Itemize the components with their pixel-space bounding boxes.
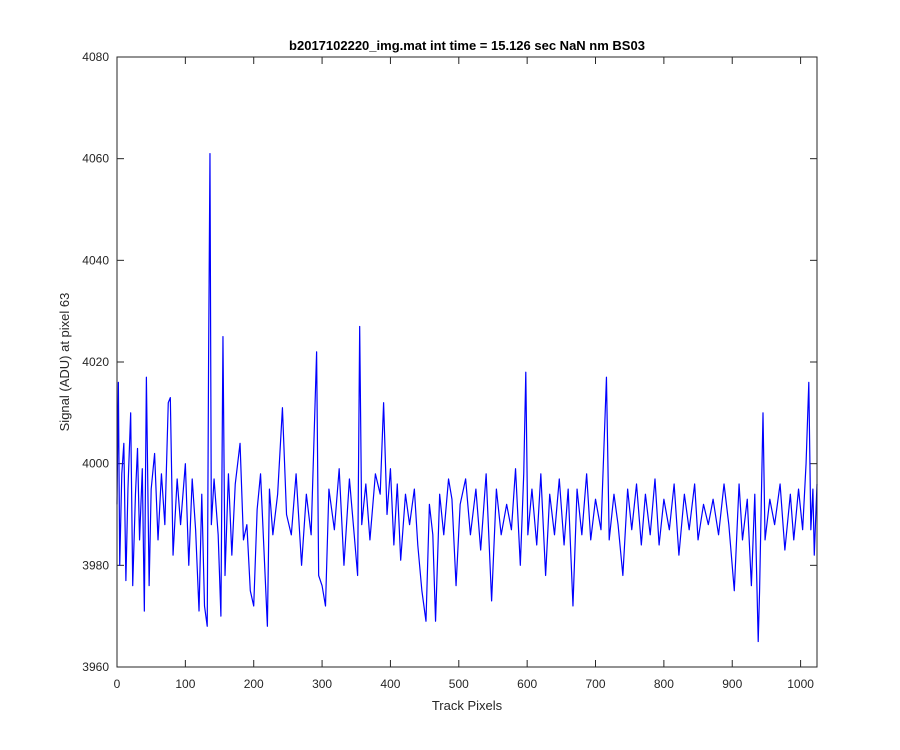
y-tick-label: 4040 bbox=[82, 253, 109, 267]
x-tick-label: 600 bbox=[517, 677, 537, 691]
y-tick-label: 3980 bbox=[82, 558, 109, 572]
chart-title: b2017102220_img.mat int time = 15.126 se… bbox=[289, 38, 645, 53]
y-tick-label: 4000 bbox=[82, 457, 109, 471]
x-axis-ticks: 0 100 200 300 400 500 600 700 800 900 1000 bbox=[114, 57, 814, 691]
series-line-0 bbox=[116, 152, 818, 643]
x-tick-label: 1000 bbox=[787, 677, 814, 691]
y-tick-label: 4020 bbox=[82, 355, 109, 369]
x-tick-label: 500 bbox=[449, 677, 469, 691]
x-axis-label: Track Pixels bbox=[432, 698, 503, 713]
x-tick-label: 100 bbox=[175, 677, 195, 691]
x-tick-label: 200 bbox=[244, 677, 264, 691]
axes-box bbox=[116, 56, 818, 668]
x-tick-label: 900 bbox=[722, 677, 742, 691]
x-tick-label: 800 bbox=[654, 677, 674, 691]
y-tick-label: 3960 bbox=[82, 660, 109, 674]
x-tick-label: 300 bbox=[312, 677, 332, 691]
series-layer bbox=[116, 152, 818, 643]
y-axis-ticks: 3960 3980 4000 4020 4040 4060 4080 bbox=[82, 50, 817, 674]
x-tick-label: 700 bbox=[586, 677, 606, 691]
x-tick-label: 400 bbox=[380, 677, 400, 691]
plot-background bbox=[117, 57, 817, 667]
y-axis-label: Signal (ADU) at pixel 63 bbox=[57, 293, 72, 432]
x-tick-label: 0 bbox=[114, 677, 121, 691]
y-tick-label: 4060 bbox=[82, 152, 109, 166]
y-tick-label: 4080 bbox=[82, 50, 109, 64]
